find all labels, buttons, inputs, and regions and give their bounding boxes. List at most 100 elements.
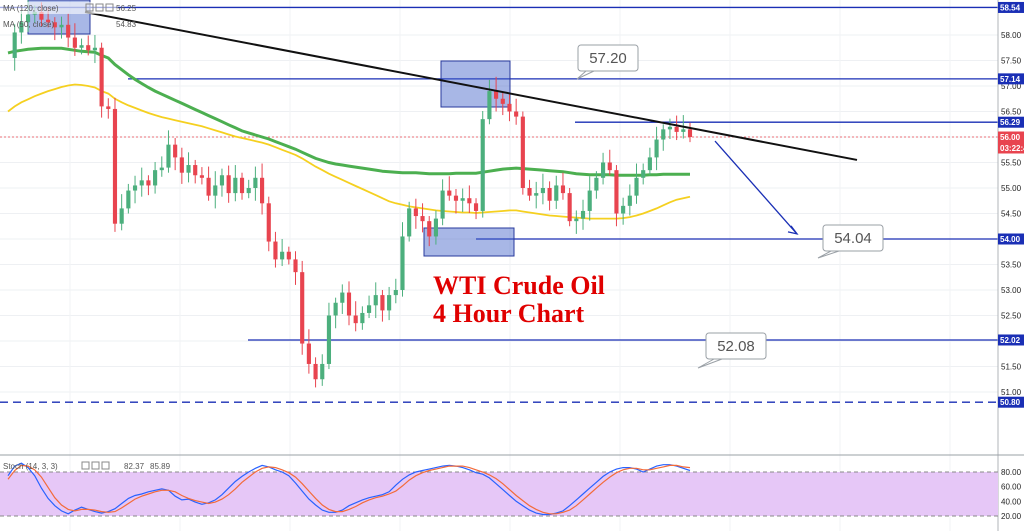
title-line-2: 4 Hour Chart xyxy=(433,299,585,328)
price-tag-text: 57.14 xyxy=(1000,75,1021,84)
candle-body xyxy=(487,91,492,120)
stoch-eye-icon[interactable] xyxy=(81,461,90,470)
stoch-settings-icon[interactable] xyxy=(91,461,100,470)
candle-body xyxy=(46,19,51,23)
candle-body xyxy=(139,180,144,186)
stoch-k-line xyxy=(7,462,691,516)
ma50-label: MA (50, close) xyxy=(3,20,54,29)
candle-body xyxy=(447,190,452,196)
callout-pointer xyxy=(817,250,840,259)
price-tag xyxy=(998,116,1024,128)
candle-body xyxy=(346,292,352,316)
stoch-label: Stoch (14, 3, 3) xyxy=(3,462,58,471)
candle-body xyxy=(119,208,124,224)
candle-body xyxy=(193,165,198,176)
candle-body xyxy=(320,363,325,380)
candle-body xyxy=(213,185,218,196)
candle-body xyxy=(293,259,298,273)
candle-body xyxy=(440,190,445,219)
candle-body xyxy=(574,218,579,222)
callout-text: 54.04 xyxy=(834,230,872,247)
stoch-band xyxy=(0,472,998,516)
candle-body xyxy=(601,162,606,178)
y-tick-label: 58.00 xyxy=(1001,31,1022,40)
candle-body xyxy=(286,251,291,260)
candle-body xyxy=(126,190,131,209)
stoch-panel xyxy=(0,454,1024,517)
candle-body xyxy=(253,177,258,188)
candle-body xyxy=(360,312,365,324)
price-axis: 51.0051.5052.0052.5053.0053.5054.0054.50… xyxy=(997,0,1024,531)
settings-icon xyxy=(95,3,104,12)
callout-pointer xyxy=(697,358,723,369)
candle-body xyxy=(246,188,251,194)
candle-body xyxy=(507,103,512,112)
candle-body xyxy=(99,47,104,107)
stoch-legend: Stoch (14, 3, 3) 82.37 85.89 xyxy=(3,461,171,471)
trend-drawings xyxy=(84,11,858,235)
candle-body xyxy=(460,198,465,201)
price-tag-text: 50.80 xyxy=(1000,398,1021,407)
candle-body xyxy=(540,188,545,194)
candle-body xyxy=(607,162,612,171)
price-tag-text: 58.54 xyxy=(1000,3,1021,12)
price-callout: 54.04 xyxy=(817,224,884,259)
y-tick-label: 51.00 xyxy=(1001,388,1022,397)
horizontal-levels xyxy=(0,6,998,403)
candle-body xyxy=(66,24,71,38)
candle-body xyxy=(534,193,539,196)
candle-body xyxy=(239,177,245,194)
price-tag-text: 03:22:4 xyxy=(1000,144,1024,153)
candle-body xyxy=(674,126,679,132)
ma50-value: 54.83 xyxy=(116,20,137,29)
legend-controls[interactable] xyxy=(85,3,114,12)
candle-body xyxy=(340,292,345,303)
candle-body xyxy=(580,210,586,219)
candle-body xyxy=(166,144,171,168)
candle-body xyxy=(106,106,111,109)
stoch-close-icon[interactable] xyxy=(101,461,110,470)
candle-body xyxy=(79,45,84,48)
arrow-head-icon xyxy=(787,225,799,235)
price-tag-text: 56.00 xyxy=(1000,133,1021,142)
candle-body xyxy=(132,185,138,191)
candle-body xyxy=(554,185,559,201)
price-tag xyxy=(998,131,1024,143)
candle-body xyxy=(260,177,265,204)
price-annotations: 57.20 54.04 52.08 xyxy=(576,44,884,369)
candle-body xyxy=(206,177,211,196)
candle-body xyxy=(527,188,532,196)
callout-text: 57.20 xyxy=(589,50,627,67)
candle-body xyxy=(86,45,91,51)
candle-body xyxy=(480,119,485,211)
candle-body xyxy=(667,126,673,130)
ma120-label: MA (120, close) xyxy=(3,4,59,13)
y-tick-label: 51.50 xyxy=(1001,363,1022,372)
candle-body xyxy=(92,47,97,51)
candle-body xyxy=(654,139,659,158)
candle-body xyxy=(387,295,392,311)
candle-body xyxy=(59,24,64,28)
candle-body xyxy=(353,315,358,324)
candle-body xyxy=(266,203,271,242)
y-tick-label: 53.50 xyxy=(1001,261,1022,270)
candle-body xyxy=(12,32,17,58)
candle-body xyxy=(280,251,285,260)
callout-text: 52.08 xyxy=(717,338,755,355)
price-tag-text: 56.29 xyxy=(1000,118,1021,127)
price-tag xyxy=(998,233,1024,245)
candle-body xyxy=(380,295,385,311)
candle-body xyxy=(467,198,472,204)
trend-line xyxy=(84,11,858,161)
price-tag xyxy=(998,73,1024,85)
y-tick-label: 52.50 xyxy=(1001,312,1022,321)
candle-body xyxy=(333,302,338,316)
highlight-box xyxy=(423,227,515,257)
ma120-value: 56.25 xyxy=(116,4,137,13)
axis-bg xyxy=(998,0,1024,531)
callout-box xyxy=(577,44,639,72)
candle-body xyxy=(681,129,686,132)
candle-body xyxy=(72,37,77,48)
candle-body xyxy=(306,343,311,364)
